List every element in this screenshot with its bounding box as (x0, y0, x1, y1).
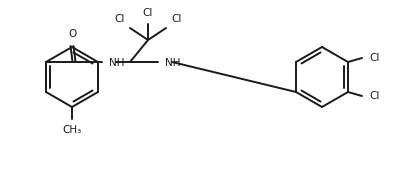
Text: Cl: Cl (369, 53, 379, 63)
Text: Cl: Cl (115, 14, 125, 24)
Text: Cl: Cl (369, 91, 379, 101)
Text: Cl: Cl (143, 8, 153, 18)
Text: Cl: Cl (171, 14, 181, 24)
Text: O: O (68, 29, 76, 39)
Text: NH: NH (109, 58, 124, 68)
Text: NH: NH (165, 58, 181, 68)
Text: CH₃: CH₃ (63, 125, 82, 135)
